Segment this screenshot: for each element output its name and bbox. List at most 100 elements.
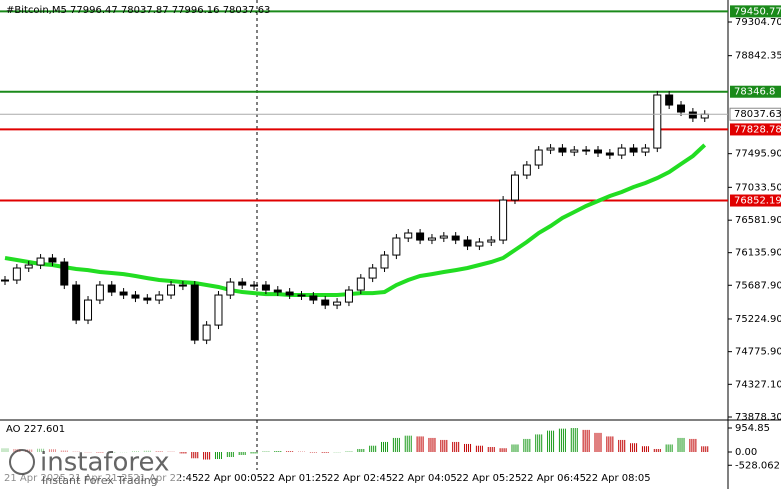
candle [214, 294, 223, 326]
x-tick-label: 22 Apr 01:25 [262, 473, 327, 484]
level-label-bg [730, 123, 781, 136]
candle [48, 257, 57, 263]
candle [1, 279, 9, 282]
x-tick-label: 22 Apr 04:05 [392, 473, 457, 484]
candle [380, 254, 389, 269]
candle [546, 147, 555, 151]
candle [24, 264, 33, 269]
y-tick-label: 73878.30 [735, 412, 781, 423]
y-tick-label: 77033.50 [735, 182, 781, 193]
level-label: 77828.78 [734, 124, 781, 135]
candle [273, 289, 282, 293]
level-label: 78346.8 [734, 87, 775, 98]
candle [534, 149, 543, 166]
candle [688, 111, 697, 119]
y-tick-label: 77495.90 [735, 149, 781, 160]
candle [344, 289, 353, 303]
candle [368, 267, 377, 279]
last-price-label: 78037.63 [734, 109, 781, 120]
level-label-bg [730, 5, 781, 18]
candle [641, 147, 650, 153]
candle [107, 284, 116, 293]
candle [60, 261, 69, 286]
y-tick-label: 74775.90 [735, 347, 781, 358]
level-label: 76852.19 [734, 196, 781, 207]
moving-average [4, 143, 707, 297]
candle [143, 297, 152, 301]
watermark-brand: instaforex [40, 448, 169, 478]
candle [416, 232, 425, 241]
candle [582, 149, 591, 152]
candle [700, 113, 709, 119]
x-tick-label: 22 Apr 02:45 [327, 473, 392, 484]
candle [190, 284, 199, 341]
y-tick-label: 78842.35 [735, 51, 781, 62]
last-price-bg [729, 107, 781, 121]
candle [202, 324, 211, 341]
candle [605, 152, 614, 156]
candle [333, 301, 342, 306]
chart-title: #Bitcoin,M5 77996.47 78037.87 77996.16 7… [6, 5, 270, 16]
ao-title: AO 227.601 [6, 424, 65, 435]
candle [131, 294, 140, 299]
candle [250, 284, 259, 287]
y-tick-label: 76135.90 [735, 248, 781, 259]
watermark-logo [9, 449, 35, 475]
candle [427, 237, 436, 241]
y-tick-label: 76581.90 [735, 215, 781, 226]
candle [522, 164, 531, 176]
candle [392, 237, 401, 256]
ao-tick-label: 954.85 [735, 423, 770, 434]
candle [617, 147, 626, 156]
candle [594, 149, 602, 154]
watermark-tagline: Instant Forex Trading [42, 474, 158, 487]
level-label: 79450.77 [734, 6, 781, 17]
x-tick-label: 22 Apr 05:25 [456, 473, 521, 484]
watermark-bg [0, 444, 180, 489]
candle [558, 147, 567, 153]
candle [36, 257, 45, 266]
y-tick-label: 74327.10 [735, 379, 781, 390]
ao-tick-label: -528.062 [735, 460, 780, 471]
candle [677, 104, 686, 113]
candle [487, 239, 496, 243]
x-tick-label: 22 Apr 00:05 [198, 473, 263, 484]
candle [167, 284, 176, 296]
candle [665, 94, 674, 106]
candle [155, 294, 164, 301]
ao-tick-label: 0.00 [735, 447, 757, 458]
candle [178, 284, 187, 287]
candle [238, 281, 247, 286]
candle [404, 232, 413, 239]
candle [84, 299, 93, 321]
candle [72, 284, 81, 321]
candle [451, 235, 460, 241]
candle [261, 284, 270, 291]
candle [95, 284, 104, 301]
y-tick-label: 75224.90 [735, 314, 781, 325]
x-tick-label: 22 Apr 06:45 [521, 473, 586, 484]
candle [226, 281, 235, 296]
candle [297, 294, 306, 297]
candle [12, 267, 21, 281]
y-tick-label: 75687.90 [735, 280, 781, 291]
candle [321, 299, 330, 306]
candle [510, 174, 519, 201]
candle [356, 277, 365, 291]
candle [499, 199, 508, 241]
watermark: instaforex Instant Forex Trading [0, 444, 180, 489]
candle [475, 241, 484, 247]
candle [570, 149, 579, 153]
candle [119, 291, 128, 296]
level-label-bg [730, 85, 781, 98]
candle [309, 295, 318, 301]
candle [439, 235, 448, 239]
level-label-bg [730, 194, 781, 207]
candle [653, 94, 662, 149]
candle [285, 291, 294, 296]
x-tick-label: 22 Apr 08:05 [585, 473, 650, 484]
y-tick-label: 79304.70 [735, 17, 781, 28]
candle [463, 239, 472, 247]
